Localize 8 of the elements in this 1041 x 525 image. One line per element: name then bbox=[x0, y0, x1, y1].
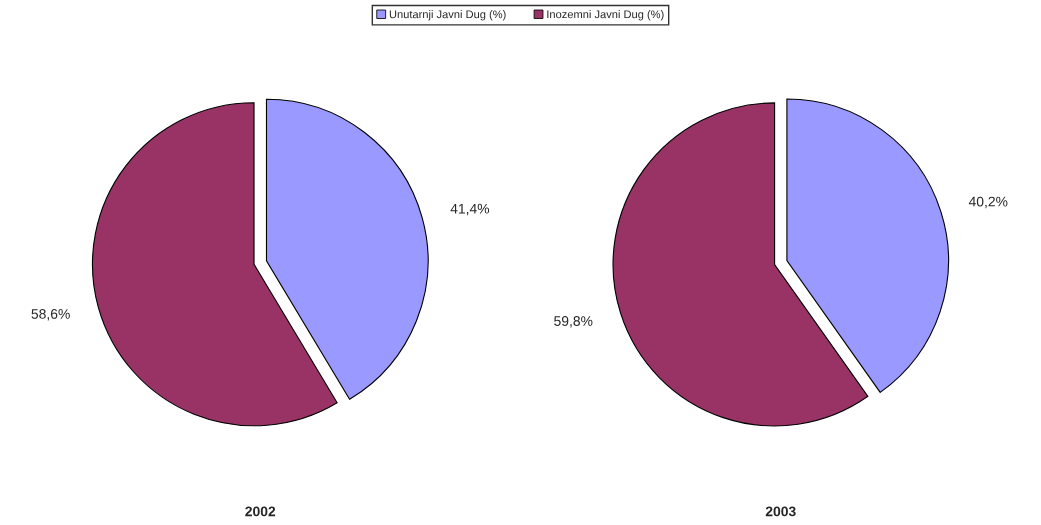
legend-label: Inozemni Javni Dug (%) bbox=[547, 10, 664, 21]
text: 2003 bbox=[765, 506, 796, 517]
data-label: 58,6% bbox=[31, 308, 70, 321]
data-label: 59,8% bbox=[554, 316, 593, 328]
legend-label: Unutarnji Javni Dug (%) bbox=[389, 10, 506, 21]
data-label: 41,4% bbox=[450, 203, 490, 216]
text: 2002 bbox=[245, 506, 276, 517]
data-label: 40,2% bbox=[968, 196, 1008, 209]
